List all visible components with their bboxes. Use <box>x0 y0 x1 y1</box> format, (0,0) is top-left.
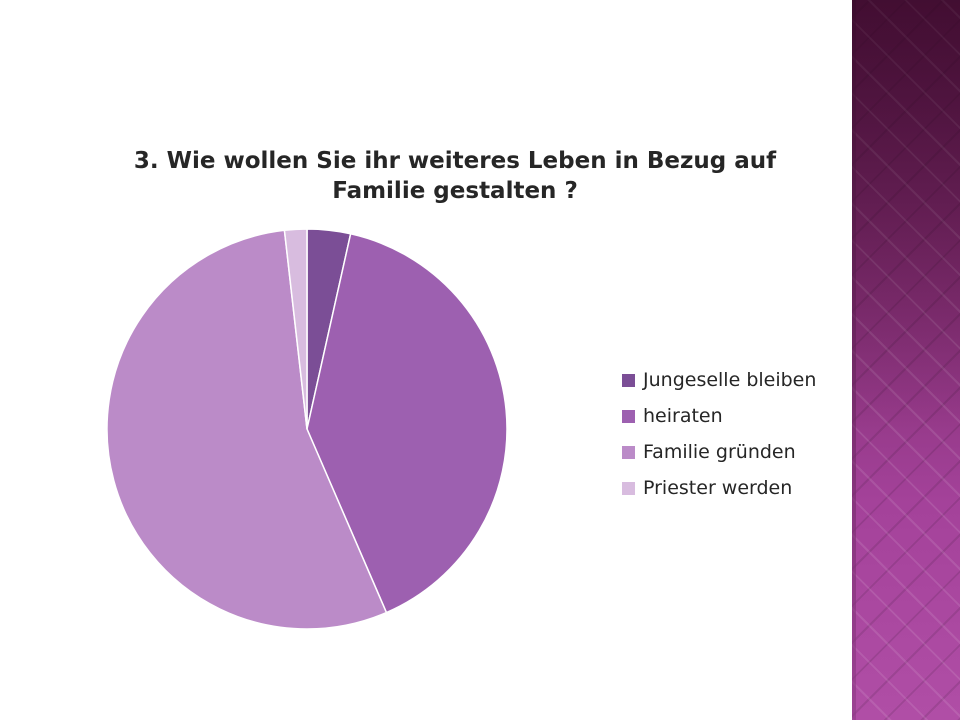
legend-swatch <box>622 409 635 423</box>
legend-label: Jungeselle bleiben <box>643 369 817 391</box>
pie-slice-familie-gr-nden <box>106 229 388 630</box>
legend-item-familie-gruenden: Familie gründen <box>622 434 852 470</box>
legend-label: Priester werden <box>643 477 793 499</box>
legend-label: heiraten <box>643 405 723 427</box>
legend-item-heiraten: heiraten <box>622 398 852 434</box>
legend-swatch <box>622 373 635 387</box>
chart-legend: Jungeselle bleiben heiraten Familie grün… <box>622 362 852 506</box>
legend-item-jungeselle-bleiben: Jungeselle bleiben <box>622 362 852 398</box>
chart-title-line-2: Familie gestalten ? <box>332 178 578 204</box>
decorative-side-band <box>852 0 960 720</box>
chart-title-line-1: 3. Wie wollen Sie ihr weiteres Leben in … <box>133 148 777 174</box>
side-band-edge <box>852 0 856 720</box>
legend-swatch <box>622 481 635 495</box>
pie-slice-priester-werden <box>283 228 308 430</box>
chart-title: 3. Wie wollen Sie ihr weiteres Leben in … <box>90 146 820 206</box>
legend-swatch <box>622 445 635 459</box>
legend-item-priester-werden: Priester werden <box>622 470 852 506</box>
legend-label: Familie gründen <box>643 441 796 463</box>
pie-slice-heiraten <box>306 232 508 614</box>
